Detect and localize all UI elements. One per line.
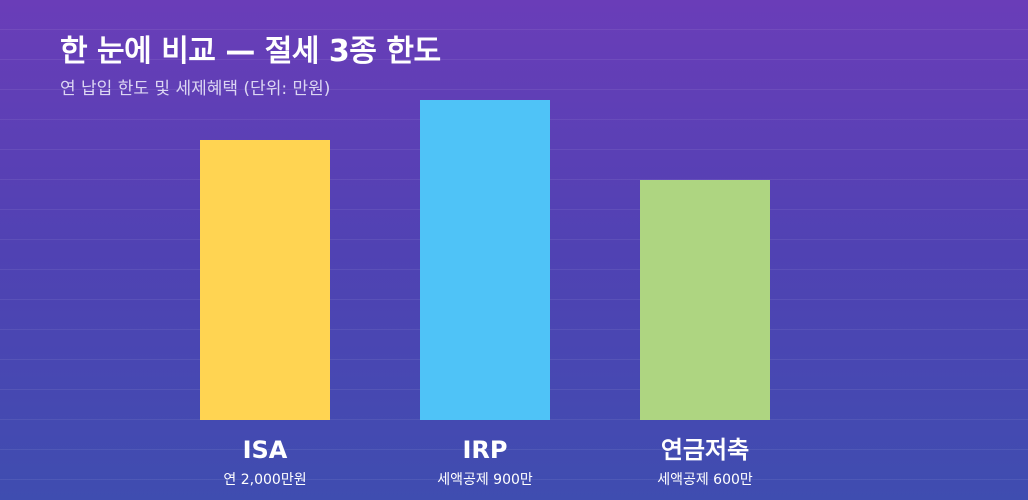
bar-3 [640,180,770,420]
category-note-3: 세액공제 600만 [657,472,753,488]
chart-title: 한 눈에 비교 — 절세 3종 한도 [60,34,441,69]
chart-subtitle: 연 납입 한도 및 세제혜택 (단위: 만원) [60,79,331,99]
category-label-1: ISA [243,436,288,464]
category-label-2: IRP [463,436,508,464]
category-note-1: 연 2,000만원 [223,472,306,488]
bar-1 [200,140,330,420]
category-label-3: 연금저축 [661,436,749,464]
bar-2 [420,100,550,420]
category-note-2: 세액공제 900만 [437,472,533,488]
